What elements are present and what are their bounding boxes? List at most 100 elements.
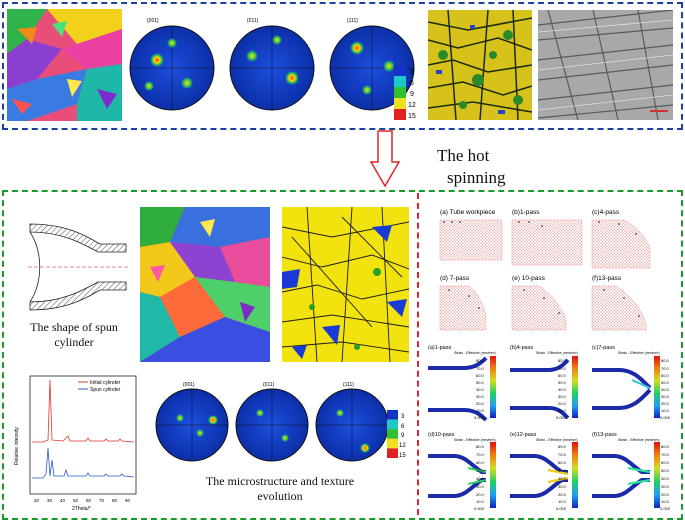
colorbar-tick: 6 (401, 424, 405, 430)
strain-tick: 10.0 (558, 499, 567, 504)
colorbar-tick: 3 (410, 69, 414, 76)
strain-tick: 40.0 (661, 387, 670, 392)
strain-legend-title: Strain - Effective (mm/mm) (536, 351, 578, 355)
strain-tick: 10.0 (661, 408, 670, 413)
initial-pole-figures: {001} {011} {111} (127, 8, 417, 120)
strain-tick: 30.0 (476, 394, 485, 399)
pole-figure-001 (129, 25, 215, 111)
initial-phase-map (428, 10, 532, 120)
strain-tick: 80.0 (476, 358, 485, 363)
strain-tick: 70.0 (661, 366, 670, 371)
colorbar-tick: 15 (408, 113, 416, 120)
strain-tick: 10.0 (558, 408, 567, 413)
strain-panel-c (592, 356, 660, 418)
xrd-chart: Initial cylinder Spun cylinder 20 30 40 … (8, 370, 140, 512)
xrd-tick: 40 (60, 498, 66, 503)
colorbar-tick: 15 (399, 453, 406, 458)
colorbar-tick: 6 (410, 80, 414, 87)
strain-legend-title: Strain - Effective (mm/mm) (454, 438, 496, 442)
strain-simulation-grid: (a)1-pass (b)4-pass (c)7-pass (d)10-pass… (424, 340, 676, 515)
xrd-tick: 90 (125, 498, 131, 503)
strain-tick: 60.0 (558, 460, 567, 465)
spun-pf-label-111: {111} (343, 382, 354, 388)
strain-tick: 50.0 (476, 468, 485, 473)
panel-divider (417, 193, 419, 515)
down-arrow (369, 130, 401, 188)
mesh-label-f: (f)13-pass (592, 275, 622, 282)
strain-tick: 10.0 (661, 499, 670, 504)
strain-tick: 60.0 (558, 373, 567, 378)
spun-pf-label-001: {001} (183, 382, 195, 388)
strain-label-e: (e)12-pass (510, 432, 537, 438)
spun-pf-label-011: {011} (263, 382, 275, 388)
strain-tick: 50.0 (476, 380, 485, 385)
strain-tick: 60.0 (476, 460, 485, 465)
strain-panel-d (428, 442, 496, 508)
caption-shape: The shape of spun cylinder (30, 320, 118, 349)
xrd-tick: 60 (86, 498, 92, 503)
strain-tick: 40.0 (558, 476, 567, 481)
pf-label-111: {111} (347, 18, 358, 24)
strain-tick: 70.0 (661, 452, 670, 457)
mesh-label-d: (d) 7-pass (440, 275, 470, 282)
colorbar-tick: 12 (408, 102, 416, 109)
strain-tick: 50.0 (558, 468, 567, 473)
strain-tick: 20.0 (476, 492, 485, 497)
strain-tick: 70.0 (558, 366, 567, 371)
colorbar-tick: 3 (401, 414, 405, 420)
xrd-tick: 30 (47, 498, 53, 503)
strain-tick: 60.0 (476, 373, 485, 378)
process-title: The hot spinning (437, 145, 506, 189)
spun-ipf-map (140, 207, 270, 362)
strain-tick: 40.0 (558, 387, 567, 392)
spun-pole-figure-111 (315, 388, 389, 462)
strain-tick: 70.0 (476, 366, 485, 371)
strain-tick: 80.0 (558, 444, 567, 449)
caption-micro: The microstructure and texture evolution (205, 474, 355, 503)
strain-tick: 70.0 (476, 452, 485, 457)
strain-legend-title: Strain - Effective (mm/mm) (618, 351, 660, 355)
process-title-line2: spinning (447, 168, 506, 187)
strain-tick: 30.0 (558, 484, 567, 489)
strain-tick: 80.0 (476, 444, 485, 449)
xrd-legend-initial: Initial cylinder (90, 380, 121, 386)
strain-panel-a (428, 356, 496, 422)
strain-tick: 40.0 (476, 387, 485, 392)
strain-tick: 80.0 (661, 358, 670, 363)
strain-tick: 10.0 (476, 408, 485, 413)
strain-panel-f (592, 442, 660, 508)
bottom-panel-frame (2, 190, 683, 520)
colorbar-tick: 12 (399, 443, 406, 449)
strain-tick: 40.0 (661, 476, 670, 481)
strain-tick: 0.000 (556, 415, 567, 420)
strain-tick: 20.0 (661, 492, 670, 497)
mesh-label-a: (a) Tube workpiece (440, 209, 496, 216)
strain-tick: 80.0 (661, 444, 670, 449)
initial-sem-image (538, 10, 673, 120)
strain-tick: 30.0 (661, 484, 670, 489)
xrd-tick: 80 (112, 498, 118, 503)
xrd-legend-spun: Spun cylinder (90, 387, 121, 393)
strain-tick: 20.0 (558, 492, 567, 497)
mesh-label-b: (b)1-pass (512, 209, 540, 216)
strain-tick: 30.0 (476, 484, 485, 489)
process-title-line1: The hot (437, 146, 490, 165)
strain-tick: 20.0 (558, 401, 567, 406)
strain-tick: 80.0 (558, 358, 567, 363)
xrd-ylabel: Relative intensity (14, 427, 20, 465)
strain-label-f: (f)13-pass (592, 432, 617, 438)
pole-figure-011 (229, 25, 315, 111)
spun-colorbar: 3 6 9 12 15 (386, 410, 414, 459)
strain-legend-title: Strain - Effective (mm/mm) (454, 351, 496, 355)
strain-tick: 0.000 (474, 415, 485, 420)
strain-tick: 10.0 (476, 499, 485, 504)
strain-tick: 60.0 (661, 373, 670, 378)
strain-tick: 50.0 (661, 380, 670, 385)
strain-label-d: (d)10-pass (428, 432, 455, 438)
strain-tick: 70.0 (558, 452, 567, 457)
strain-tick: 50.0 (661, 468, 670, 473)
pole-figure-111 (329, 25, 415, 111)
spun-pole-figure-001 (155, 388, 229, 462)
strain-label-a: (a)1-pass (428, 345, 451, 351)
initial-ipf-map (7, 9, 122, 121)
